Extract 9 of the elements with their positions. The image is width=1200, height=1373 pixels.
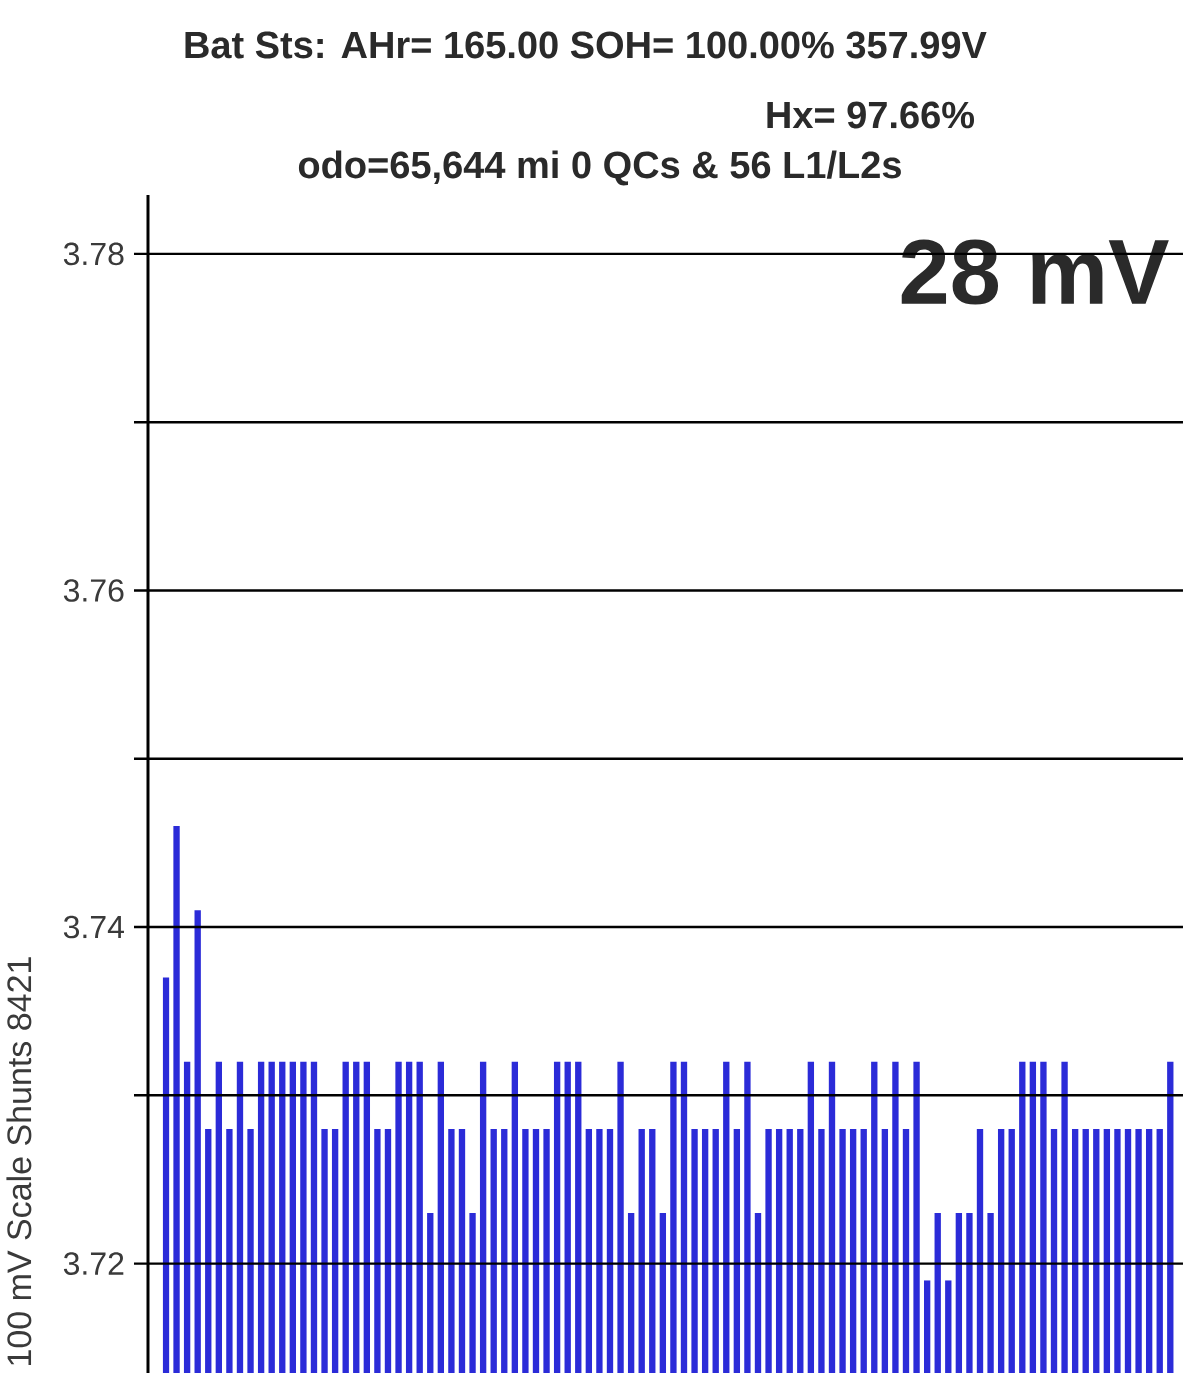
y-tick-label: 3.78 (63, 242, 124, 266)
y-tick-label: 3.74 (63, 915, 124, 939)
y-tick-label: 3.76 (63, 579, 124, 602)
chart-title: Bat Sts: AHr= 165.00 SOH= 100.00% 357.99V (185, 31, 987, 59)
text: odo=65,644 mi 0 QCs & 56 L1/L2s (298, 150, 901, 186)
chart-subtitle: Hx= 97.66% (767, 101, 975, 129)
y-axis-title: 100 mV Scale Shunts 8421 (6, 957, 32, 1365)
y-tick-label: 3.72 (63, 1252, 124, 1275)
annotation: 28 mV (901, 239, 1169, 305)
